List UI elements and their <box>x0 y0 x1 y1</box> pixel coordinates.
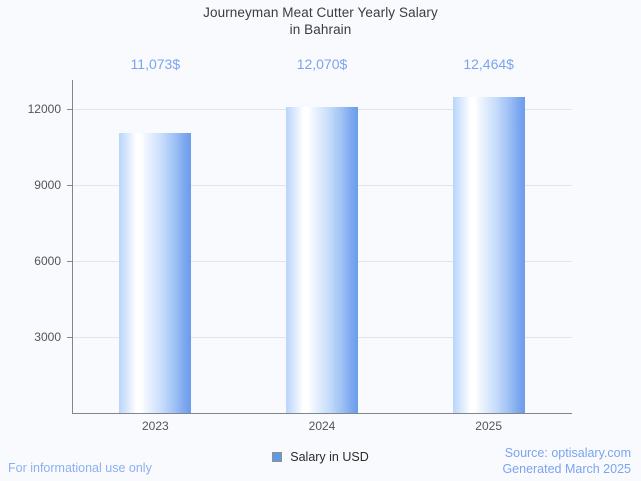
x-axis-label-2023: 2023 <box>141 419 169 433</box>
bar-2024[interactable] <box>286 107 358 413</box>
y-axis-tick-mark <box>67 185 72 187</box>
source-block: Source: optisalary.com Generated March 2… <box>502 446 631 477</box>
chart-legend: Salary in USD <box>0 450 641 464</box>
chart-title: Journeyman Meat Cutter Yearly Salary in … <box>0 4 641 38</box>
y-axis-tick-mark <box>67 337 72 339</box>
y-axis-tick-label: 6000 <box>34 254 61 269</box>
value-label-2025: 12,464$ <box>463 56 514 72</box>
source-link[interactable]: Source: optisalary.com <box>504 446 631 460</box>
value-label-2024: 12,070$ <box>296 56 348 72</box>
x-axis-line <box>72 413 572 414</box>
y-axis-line <box>72 80 73 414</box>
legend-item-label: Salary in USD <box>290 450 369 464</box>
bar-2025[interactable] <box>452 97 525 413</box>
y-axis-tick-label: 12000 <box>27 102 61 117</box>
y-axis-tick-mark <box>67 109 72 111</box>
legend-item-salary[interactable]: Salary in USD <box>272 450 369 464</box>
x-axis-label-2024: 2024 <box>308 419 336 433</box>
chart-title-line-1: Journeyman Meat Cutter Yearly Salary <box>203 5 438 20</box>
legend-swatch-icon <box>272 452 283 462</box>
disclaimer-text: For informational use only <box>8 461 152 475</box>
bar-2023[interactable] <box>119 132 192 413</box>
value-label-2023: 11,073$ <box>130 56 181 72</box>
y-axis-tick-label: 9000 <box>34 178 61 193</box>
chart-title-line-2: in Bahrain <box>289 22 352 37</box>
y-axis-tick-mark <box>67 261 72 263</box>
x-axis-label-2025: 2025 <box>475 419 502 433</box>
y-axis-tick-label: 3000 <box>34 330 61 345</box>
generated-date: Generated March 2025 <box>502 461 631 476</box>
plot-area <box>67 80 572 413</box>
